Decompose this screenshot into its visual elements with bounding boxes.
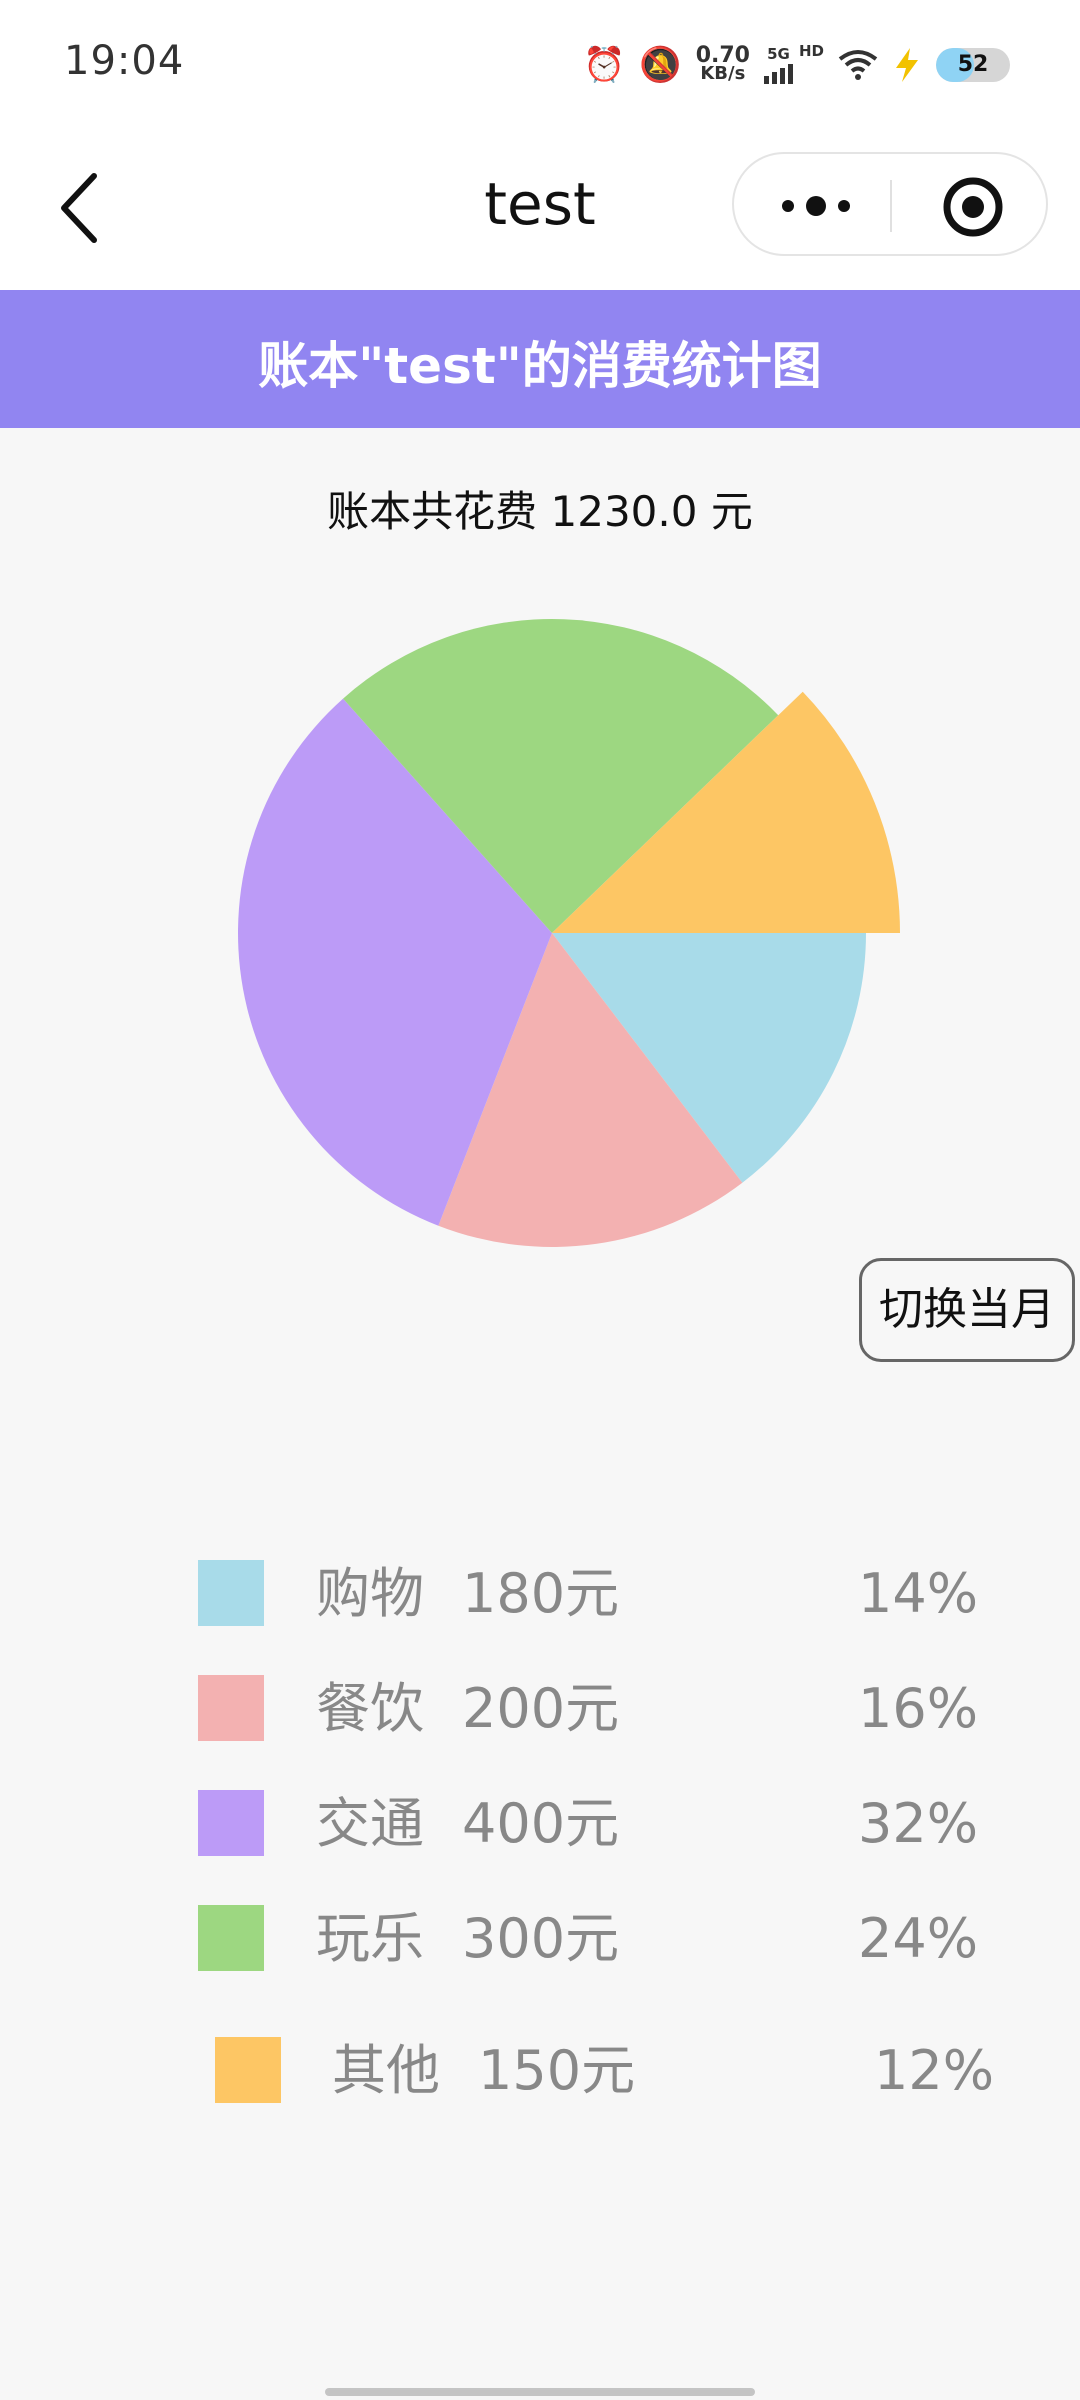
net-speed-unit: KB/s: [700, 63, 746, 84]
battery-level: 52: [957, 52, 989, 77]
legend-name: 交通: [316, 1792, 424, 1855]
more-icon[interactable]: [776, 184, 856, 228]
network-type: 5G: [763, 45, 793, 84]
status-time: 19:04: [64, 38, 185, 84]
legend-swatch: [198, 1790, 264, 1856]
legend-percent: 14%: [858, 1562, 979, 1625]
legend-name: 餐饮: [316, 1677, 424, 1740]
header-banner: 账本"test"的消费统计图: [0, 290, 1080, 428]
pie-slice-3: [238, 698, 552, 1226]
pie-chart: [238, 619, 900, 1247]
status-bar: 19:04 ⏰ 🔕 0.70 KB/s 5G HD 52: [0, 0, 1080, 130]
legend-swatch: [215, 2037, 281, 2103]
total-spending: 账本共花费 1230.0 元: [327, 487, 753, 536]
pie-slice-2: [438, 933, 743, 1247]
status-icons: ⏰ 🔕 0.70 KB/s 5G HD 52: [583, 40, 1010, 90]
mute-icon: 🔕: [639, 45, 682, 85]
legend-percent: 12%: [874, 2039, 995, 2102]
legend-amount: 150元: [478, 2039, 636, 2102]
alarm-icon: ⏰: [583, 45, 626, 85]
legend-amount: 400元: [462, 1792, 620, 1855]
charging-icon: [896, 48, 918, 82]
net-speed: 0.70 KB/s: [695, 43, 750, 84]
legend-name: 其他: [332, 2039, 440, 2102]
legend-name: 购物: [316, 1562, 424, 1625]
home-indicator: [325, 2388, 755, 2396]
pie-slice-4: [343, 619, 779, 933]
wifi-icon: [838, 50, 878, 80]
page-title: test: [484, 170, 596, 238]
switch-month-button[interactable]: 切换当月: [859, 1258, 1075, 1362]
legend-name: 玩乐: [316, 1907, 424, 1970]
legend-swatch: [198, 1560, 264, 1626]
legend-item: 其他 150元 12%: [0, 2037, 1080, 2103]
network-type-top: 5G: [767, 45, 790, 63]
legend-percent: 16%: [858, 1677, 979, 1740]
back-icon[interactable]: [56, 168, 106, 248]
legend-percent: 32%: [858, 1792, 979, 1855]
legend-amount: 200元: [462, 1677, 620, 1740]
legend-item: 餐饮 200元 16%: [0, 1675, 1080, 1741]
record-icon[interactable]: [942, 176, 1004, 238]
legend-swatch: [198, 1905, 264, 1971]
legend-swatch: [198, 1675, 264, 1741]
legend-amount: 180元: [462, 1562, 620, 1625]
mini-program-capsule: [732, 152, 1048, 256]
pie-slice-5: [552, 691, 900, 933]
legend-amount: 300元: [462, 1907, 620, 1970]
banner-title: 账本"test"的消费统计图: [258, 337, 822, 395]
legend-item: 交通 400元 32%: [0, 1790, 1080, 1856]
capsule-divider: [890, 180, 892, 232]
legend-item: 玩乐 300元 24%: [0, 1905, 1080, 1971]
signal-icon: [763, 62, 793, 84]
network-hd: HD: [798, 42, 824, 60]
legend-item: 购物 180元 14%: [0, 1560, 1080, 1626]
battery-fill: [936, 48, 975, 82]
legend-percent: 24%: [858, 1907, 979, 1970]
battery-indicator: 52: [936, 48, 1010, 82]
pie-slice-1: [552, 933, 866, 1183]
net-speed-value: 0.70: [695, 43, 750, 68]
navigation-bar: test: [0, 130, 1080, 290]
